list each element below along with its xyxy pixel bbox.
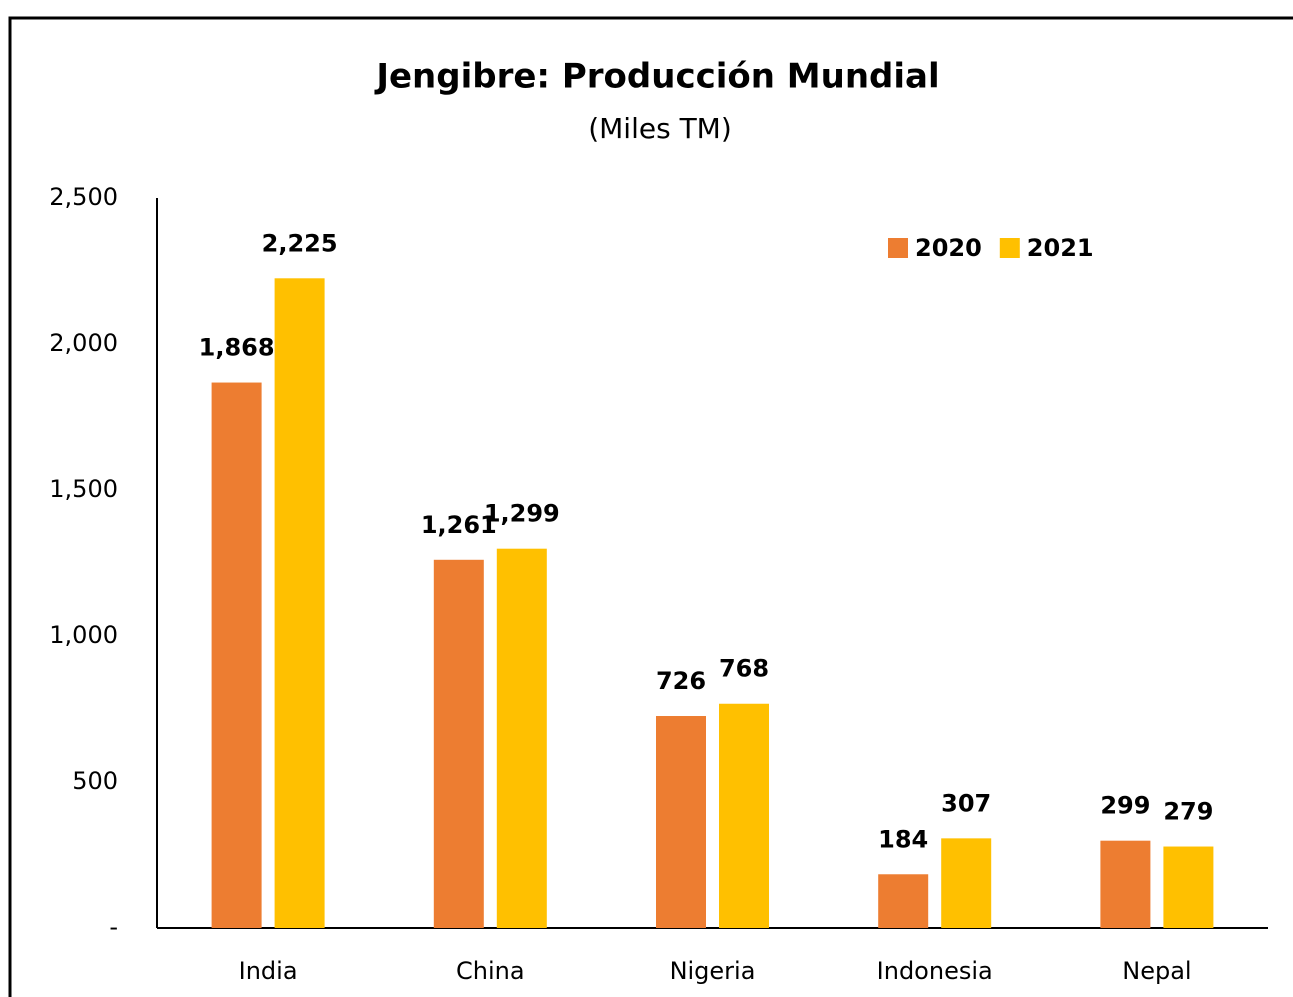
- value-label: 184: [878, 825, 928, 853]
- y-tick-label: 500: [72, 767, 118, 795]
- y-tick-label: 1,000: [49, 621, 118, 649]
- bar: [878, 874, 929, 928]
- value-label: 768: [719, 655, 769, 683]
- legend-label: 2020: [915, 234, 982, 262]
- value-label: 1,299: [484, 500, 560, 528]
- bar: [274, 278, 325, 928]
- x-tick-label: Nigeria: [670, 957, 756, 985]
- value-label: 726: [656, 667, 706, 695]
- x-tick-label: Indonesia: [877, 957, 993, 985]
- value-label: 299: [1100, 792, 1150, 820]
- value-label: 307: [941, 789, 991, 817]
- bar: [496, 548, 547, 928]
- value-label: 1,261: [421, 511, 497, 539]
- value-label: 1,868: [199, 334, 275, 362]
- value-label: 279: [1163, 798, 1213, 826]
- y-tick-label: -: [109, 913, 118, 941]
- bar: [1100, 840, 1151, 928]
- chart-title: Jengibre: Producción Mundial: [374, 57, 939, 97]
- chart-subtitle: (Miles TM): [588, 112, 732, 145]
- x-tick-label: India: [239, 957, 298, 985]
- legend-label: 2021: [1027, 234, 1094, 262]
- y-tick-label: 1,500: [49, 475, 118, 503]
- bar: [433, 559, 484, 928]
- bar: [1163, 846, 1214, 928]
- legend-swatch: [888, 238, 908, 258]
- x-tick-label: Nepal: [1122, 957, 1191, 985]
- legend-swatch: [999, 238, 1020, 258]
- value-label: 2,225: [262, 229, 338, 257]
- y-tick-label: 2,000: [49, 329, 118, 357]
- y-tick-label: 2,500: [49, 183, 118, 211]
- bar: [211, 382, 262, 928]
- bar: [656, 716, 706, 928]
- bar: [719, 703, 769, 928]
- bar: [941, 838, 992, 928]
- x-tick-label: China: [456, 957, 525, 985]
